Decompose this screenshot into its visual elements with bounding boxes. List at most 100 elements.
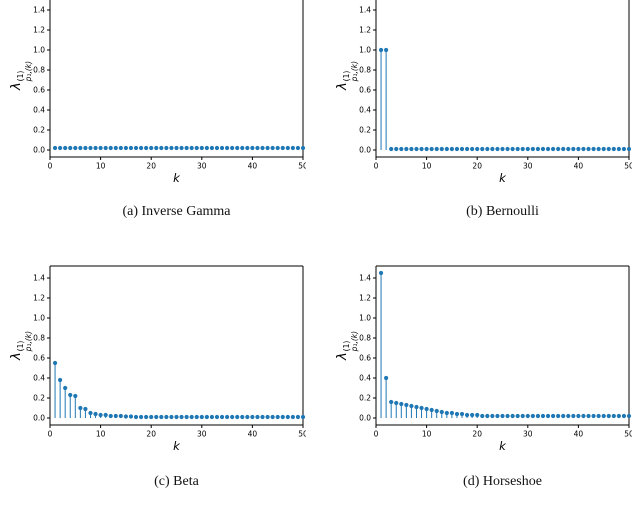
x-ticks: 0 10 20 30 40 50 [48, 425, 306, 439]
caption-a: (a) Inverse Gamma [122, 204, 231, 219]
y-tick-label: 0.8 [359, 334, 371, 343]
subplot-beta: λ (1) p₁,(k) 0.0 0.2 0.4 0.6 0.8 1.0 1.2 1.4 0 10 20… [6, 262, 312, 490]
stem-series [52, 360, 306, 420]
x-tick-label: 10 [96, 430, 106, 439]
y-tick-label: 0.2 [33, 394, 45, 403]
x-tick-label: 30 [197, 162, 207, 171]
y-axis-label: λ (1) p₁,(k) [331, 60, 359, 91]
y-tick-label: 1.4 [33, 6, 45, 15]
x-ticks: 0 10 20 30 40 50 [374, 157, 632, 171]
y-tick-label: 0.2 [33, 126, 45, 135]
x-tick-label: 30 [523, 162, 533, 171]
y-tick-label: 1.2 [33, 294, 45, 303]
ylabel-supsub: (1) p₁,(k) [16, 60, 33, 82]
y-tick-label: 1.0 [33, 46, 45, 55]
y-tick-label: 1.4 [359, 274, 371, 283]
y-tick-label: 1.4 [359, 6, 371, 15]
x-tick-label: 50 [624, 430, 632, 439]
ylabel-lambda: λ [335, 82, 351, 91]
y-tick-label: 0.0 [359, 146, 371, 155]
subplot-bernoulli: λ (1) p₁,(k) 0.0 0.2 0.4 0.6 0.8 1.0 1.2 1.4 0 10 20… [332, 0, 638, 220]
caption-c: (c) Beta [154, 474, 199, 489]
x-tick-label: 0 [48, 430, 53, 439]
x-tick-label: 50 [298, 430, 306, 439]
x-tick-label: 50 [624, 162, 632, 171]
y-tick-label: 0.8 [33, 334, 45, 343]
figure-grid: λ (1) p₁,(k) 0.0 0.2 0.4 0.6 0.8 1.0 1.2 1.4 0 10 20… [6, 0, 638, 490]
x-tick-label: 30 [523, 430, 533, 439]
x-tick-label: 20 [146, 430, 156, 439]
axes-spines [49, 0, 304, 158]
x-ticks: 0 10 20 30 40 50 [374, 425, 632, 439]
y-axis-label: λ (1) p₁,(k) [331, 330, 359, 361]
y-tick-label: 0.4 [359, 106, 371, 115]
y-tick-label: 1.4 [33, 274, 45, 283]
y-ticks: 0.0 0.2 0.4 0.6 0.8 1.0 1.2 1.4 [359, 274, 376, 423]
y-tick-label: 1.2 [359, 294, 371, 303]
caption-d: (d) Horseshoe [463, 474, 542, 489]
y-tick-label: 0.6 [359, 86, 371, 95]
subplot-horseshoe: λ (1) p₁,(k) 0.0 0.2 0.4 0.6 0.8 1.0 1.2 1.4 0 10 20… [332, 262, 638, 490]
y-tick-label: 1.0 [359, 314, 371, 323]
y-tick-label: 0.4 [33, 374, 45, 383]
y-tick-label: 0.0 [33, 414, 45, 423]
x-tick-label: 50 [298, 162, 306, 171]
stem-plot-beta: 0.0 0.2 0.4 0.6 0.8 1.0 1.2 1.4 0 10 20 30 40 50 k [33, 265, 306, 453]
x-tick-label: 20 [146, 162, 156, 171]
y-tick-label: 0.4 [359, 374, 371, 383]
axes-spines [375, 0, 630, 158]
x-tick-label: 40 [248, 162, 258, 171]
stem-plot-inverse-gamma: 0.0 0.2 0.4 0.6 0.8 1.0 1.2 1.4 0 10 20 30 40 50 k [33, 0, 306, 185]
ylabel-subscript: p₁,(k) [23, 330, 33, 352]
x-tick-label: 20 [472, 430, 482, 439]
y-tick-label: 0.0 [33, 146, 45, 155]
y-tick-label: 0.2 [359, 394, 371, 403]
ylabel-supsub: (1) p₁,(k) [16, 330, 33, 352]
ylabel-subscript: p₁,(k) [349, 330, 359, 352]
x-tick-label: 0 [374, 430, 379, 439]
y-tick-label: 0.6 [359, 354, 371, 363]
y-axis-label: λ (1) p₁,(k) [5, 60, 33, 91]
y-tick-label: 1.2 [359, 26, 371, 35]
x-axis-label: k [499, 439, 507, 453]
ylabel-supsub: (1) p₁,(k) [342, 60, 359, 82]
x-tick-label: 30 [197, 430, 207, 439]
x-tick-label: 0 [374, 162, 379, 171]
stem-plot-bernoulli: 0.0 0.2 0.4 0.6 0.8 1.0 1.2 1.4 0 10 20 30 40 50 k [359, 0, 632, 185]
caption-b: (b) Bernoulli [466, 204, 539, 219]
x-tick-label: 10 [422, 162, 432, 171]
ylabel-supsub: (1) p₁,(k) [342, 330, 359, 352]
y-ticks: 0.0 0.2 0.4 0.6 0.8 1.0 1.2 1.4 [33, 6, 50, 155]
x-ticks: 0 10 20 30 40 50 [48, 157, 306, 171]
y-tick-label: 1.0 [359, 46, 371, 55]
x-tick-label: 40 [248, 430, 258, 439]
y-tick-label: 0.6 [33, 354, 45, 363]
x-tick-label: 10 [96, 162, 106, 171]
x-tick-label: 0 [48, 162, 53, 171]
stem-series [52, 145, 306, 151]
x-tick-label: 20 [472, 162, 482, 171]
stem-series [378, 47, 632, 152]
x-tick-label: 10 [422, 430, 432, 439]
stem-plot-horseshoe: 0.0 0.2 0.4 0.6 0.8 1.0 1.2 1.4 0 10 20 30 40 50 k [359, 265, 632, 453]
y-ticks: 0.0 0.2 0.4 0.6 0.8 1.0 1.2 1.4 [359, 6, 376, 155]
y-tick-label: 0.8 [359, 66, 371, 75]
y-tick-label: 0.8 [33, 66, 45, 75]
stem-series [378, 270, 632, 419]
y-tick-label: 1.0 [33, 314, 45, 323]
y-tick-label: 0.2 [359, 126, 371, 135]
x-tick-label: 40 [574, 430, 584, 439]
ylabel-subscript: p₁,(k) [23, 60, 33, 82]
y-axis-label: λ (1) p₁,(k) [5, 330, 33, 360]
axes-spines [49, 265, 304, 426]
y-tick-label: 1.2 [33, 26, 45, 35]
x-axis-label: k [173, 171, 181, 185]
ylabel-lambda: λ [9, 82, 25, 91]
subplot-inverse-gamma: λ (1) p₁,(k) 0.0 0.2 0.4 0.6 0.8 1.0 1.2 1.4 0 10 20… [6, 0, 312, 220]
y-tick-label: 0.4 [33, 106, 45, 115]
y-ticks: 0.0 0.2 0.4 0.6 0.8 1.0 1.2 1.4 [33, 274, 50, 423]
y-tick-label: 0.6 [33, 86, 45, 95]
ylabel-subscript: p₁,(k) [349, 60, 359, 82]
ylabel-lambda: λ [335, 352, 351, 361]
x-axis-label: k [499, 171, 507, 185]
